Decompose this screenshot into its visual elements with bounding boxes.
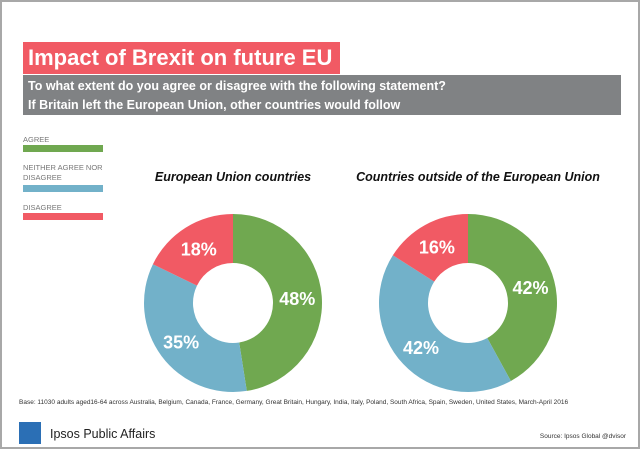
legend-swatch-disagree (23, 213, 103, 220)
question-line-1: To what extent do you agree or disagree … (28, 79, 446, 93)
base-note: Base: 11030 adults aged16-64 across Aust… (19, 399, 569, 406)
legend-swatch-neither (23, 185, 103, 192)
legend-label-disagree: DISAGREE (23, 203, 62, 212)
data-label-neither: 42% (403, 338, 439, 358)
legend-label-agree: AGREE (23, 135, 50, 144)
ipsos-logo (19, 422, 41, 444)
legend-label-neither: NEITHER AGREE NOR DISAGREE (23, 163, 103, 182)
page-title: Impact of Brexit on future EU (23, 42, 341, 74)
legend-swatch-agree (23, 145, 103, 152)
data-label-neither: 35% (163, 332, 199, 352)
donut-slice-disagree (152, 214, 233, 286)
donut-slice-agree (233, 214, 323, 391)
source-note: Source: Ipsos Global @dvisor (539, 433, 626, 440)
data-label-disagree: 16% (419, 237, 455, 257)
question-banner: To what extent do you agree or disagree … (23, 75, 621, 115)
brand-name: Ipsos Public Affairs (50, 427, 156, 441)
data-label-disagree: 18% (181, 239, 217, 259)
data-label-agree: 42% (512, 278, 548, 298)
donut-slice-disagree (392, 214, 468, 282)
donut-slice-neither (379, 255, 511, 392)
chart-title-eu: European Union countries (154, 170, 312, 184)
donut-slice-neither (143, 264, 247, 393)
data-label-agree: 48% (279, 289, 315, 309)
question-line-2: If Britain left the European Union, othe… (28, 98, 401, 112)
donut-slice-agree (468, 214, 558, 381)
chart-title-non-eu: Countries outside of the European Union (356, 170, 600, 184)
